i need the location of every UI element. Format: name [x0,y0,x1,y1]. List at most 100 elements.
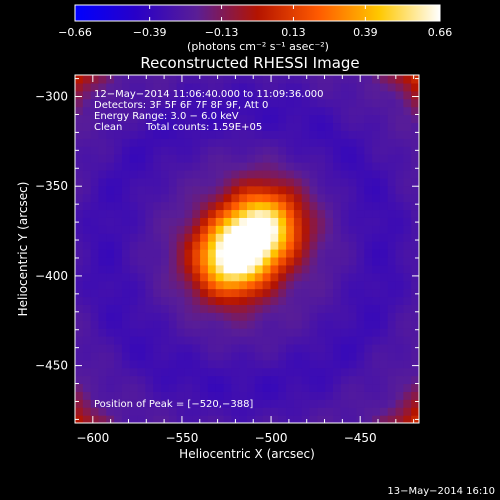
heatmap-cell [239,383,248,392]
heatmap-cell [215,336,225,345]
heatmap-cell [231,193,240,203]
time-range-annotation: 12−May−2014 11:06:40.000 to 11:09:36.000 [94,89,324,100]
heatmap-cell [106,351,115,361]
heatmap-cell [184,217,193,226]
heatmap-cell [121,320,131,329]
heatmap-cell [168,233,178,242]
heatmap-cell [395,241,404,250]
heatmap-cell [340,162,350,171]
heatmap-cell [254,146,264,155]
heatmap-cell [75,343,84,353]
heatmap-cell [270,256,279,266]
heatmap-cell [348,233,358,242]
heatmap-cell [176,264,186,274]
heatmap-cell [403,185,412,195]
heatmap-cell [90,225,100,234]
heatmap-cell [286,138,295,147]
heatmap-cell [372,383,381,392]
heatmap-cell [270,98,279,108]
heatmap-cell [286,351,295,361]
heatmap-cell [364,106,373,116]
heatmap-cell [200,185,209,195]
heatmap-cell [325,225,334,234]
heatmap-cell [231,169,240,179]
heatmap-cell [356,399,365,408]
heatmap-cell [309,169,318,179]
heatmap-cell [317,154,326,163]
heatmap-cell [293,154,303,163]
heatmap-cell [254,130,264,139]
heatmap-cell [145,320,154,329]
heatmap-cell [387,162,397,171]
heatmap-cell [137,122,146,131]
heatmap-cell [278,162,287,171]
heatmap-cell [387,114,397,124]
heatmap-cell [379,146,389,155]
heatmap-cell [231,225,240,234]
heatmap-cell [75,351,84,361]
heatmap-cell [254,399,264,408]
heatmap-cell [153,209,162,218]
heatmap-cell [168,201,178,211]
heatmap-cell [129,162,139,171]
heatmap-cell [137,304,146,313]
heatmap-cell [262,343,272,353]
heatmap-cell [379,407,389,416]
heatmap-cell [98,383,107,392]
heatmap-cell [309,304,318,313]
heatmap-cell [325,201,334,211]
heatmap-cell [106,106,115,116]
heatmap-cell [254,162,264,171]
heatmap-cell [293,296,303,305]
heatmap-cell [403,304,412,313]
heatmap-cell [207,82,217,92]
heatmap-cell [395,82,404,92]
heatmap-cell [293,241,303,250]
heatmap-cell [114,114,123,124]
heatmap-cell [176,359,186,369]
heatmap-cell [223,312,232,321]
heatmap-cell [262,383,272,392]
heatmap-cell [340,320,350,329]
heatmap-cell [129,114,139,124]
heatmap-cell [333,90,342,100]
heatmap-cell [161,407,170,416]
heatmap-cell [75,98,84,108]
heatmap-cell [333,82,342,92]
heatmap-cell [395,343,404,353]
heatmap-cell [231,272,240,282]
heatmap-cell [372,162,381,171]
heatmap-cell [293,320,303,329]
chart-title: Reconstructed RHESSI Image [140,54,359,72]
heatmap-cell [247,312,256,321]
heatmap-cell [239,90,248,100]
heatmap-cell [254,241,264,250]
heatmap-cell [379,185,389,195]
heatmap-cell [356,130,365,139]
heatmap-cell [262,296,272,305]
heatmap-cell [372,415,381,423]
heatmap-cell [153,201,162,211]
heatmap-cell [184,256,193,266]
heatmap-cell [395,296,404,305]
heatmap-cell [223,264,232,274]
heatmap-cell [192,177,201,187]
heatmap-cell [231,217,240,226]
heatmap-cell [309,351,318,361]
heatmap-cell [75,367,84,377]
heatmap-cell [153,399,162,408]
heatmap-cell [325,296,334,305]
heatmap-cell [121,343,131,353]
heatmap-cell [309,130,318,139]
heatmap-cell [379,288,389,298]
heatmap-cell [215,201,225,211]
heatmap-cell [356,359,365,369]
heatmap-cell [387,280,397,290]
heatmap-cell [247,336,256,345]
heatmap-cell [239,264,248,274]
heatmap-cell [114,304,123,313]
heatmap-cell [340,280,350,290]
heatmap-cell [98,82,107,92]
heatmap-cell [387,415,397,423]
heatmap-cell [192,399,201,408]
